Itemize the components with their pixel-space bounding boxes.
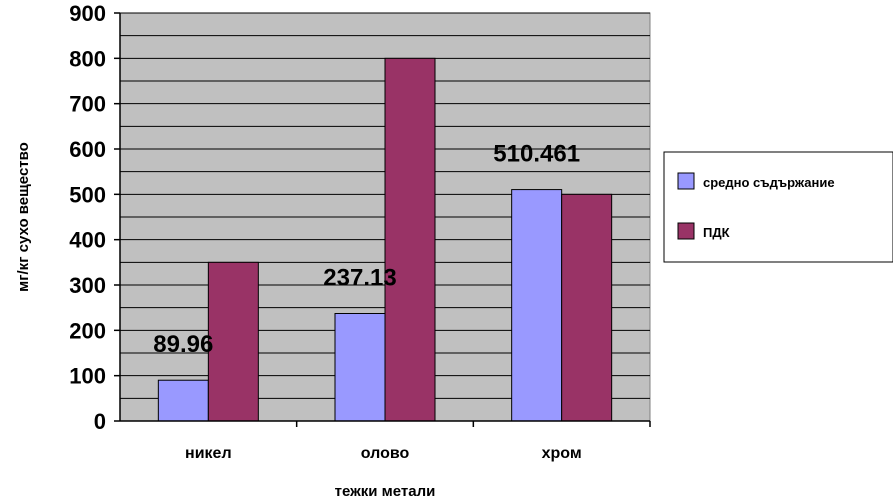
bar-pdk-1 <box>207 261 259 422</box>
axis-ticks: 0 100 200 300 400 500 600 700 800 900 никел олово хр… <box>69 1 651 462</box>
data-label: 237.13 <box>323 265 396 292</box>
legend-label-pdk: ПДК <box>703 225 730 240</box>
bar-avg-1 <box>157 379 209 422</box>
y-tick-label: 800 <box>69 46 106 71</box>
y-tick-label: 200 <box>69 318 106 343</box>
legend: средно съдържание ПДК <box>663 151 893 263</box>
data-labels: 89.96 237.13 510.461 <box>153 141 580 359</box>
legend-label-avg: средно съдържание <box>703 175 835 190</box>
bar-avg-3 <box>511 189 563 422</box>
bars <box>157 57 613 422</box>
x-tick-label: олово <box>361 445 410 462</box>
y-tick-label: 300 <box>69 273 106 298</box>
y-tick-label: 900 <box>69 1 106 26</box>
data-label: 510.461 <box>493 141 580 168</box>
y-tick-label: 100 <box>69 364 106 389</box>
bar-avg-2 <box>334 313 386 422</box>
y-tick-label: 600 <box>69 137 106 162</box>
y-tick-label: 500 <box>69 182 106 207</box>
x-axis-title: тежки метали <box>335 483 436 500</box>
legend-swatch-avg <box>677 172 695 190</box>
bar-pdk-3 <box>561 193 613 422</box>
y-tick-label: 700 <box>69 92 106 117</box>
y-axis-title: мг/кг сухо вещество <box>15 142 32 292</box>
x-tick-label: хром <box>542 445 582 462</box>
data-label: 89.96 <box>153 331 213 358</box>
y-tick-label: 0 <box>94 409 106 434</box>
y-tick-label: 400 <box>69 228 106 253</box>
x-tick-label: никел <box>185 445 232 462</box>
legend-swatch-pdk <box>677 222 695 240</box>
legend-frame <box>663 151 893 263</box>
bar-pdk-2 <box>384 57 436 422</box>
